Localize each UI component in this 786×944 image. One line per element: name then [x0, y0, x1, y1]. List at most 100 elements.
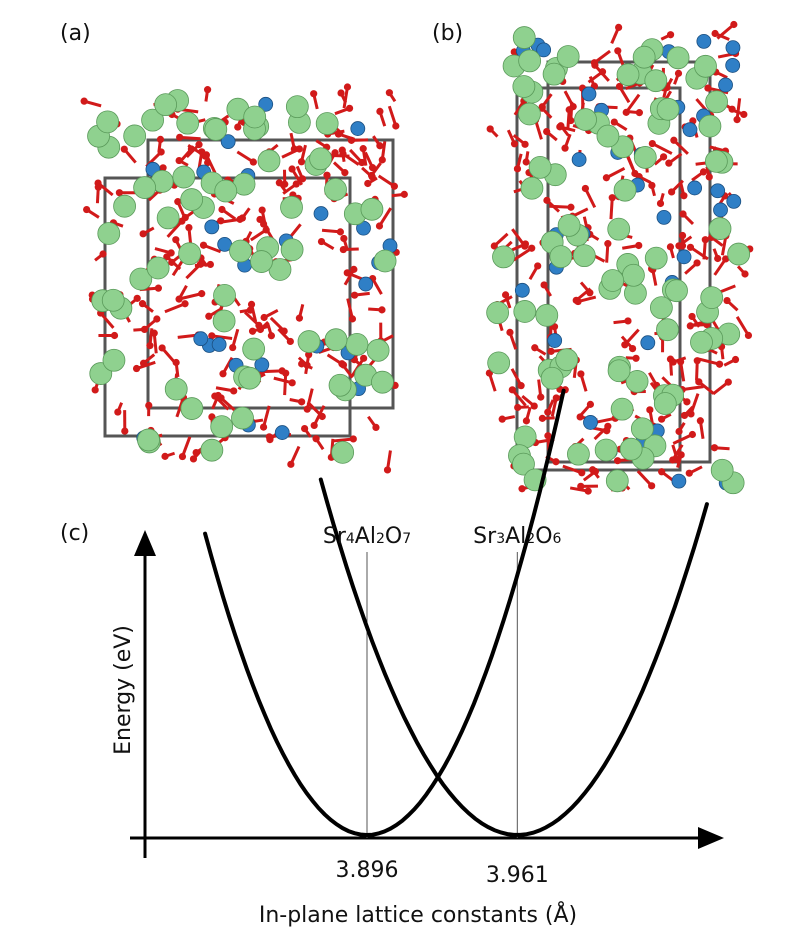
crystal-a-strontium-atom: [231, 406, 254, 430]
crystal-a-oxygen-atom: [175, 295, 183, 303]
crystal-b-oxygen-atom: [696, 417, 704, 425]
crystal-a-bond: [164, 302, 186, 314]
crystal-b-oxygen-atom: [522, 158, 530, 166]
crystal-b-oxygen-atom: [669, 456, 677, 464]
crystal-b-bond: [512, 246, 533, 262]
crystal-b-oxygen-atom: [613, 457, 622, 465]
crystal-b-aluminum-atom: [671, 473, 687, 489]
crystal-a-bond: [283, 373, 288, 396]
crystal-b-oxygen-atom: [635, 241, 643, 250]
crystal-b-strontium-atom: [610, 397, 634, 421]
crystal-a-oxygen-atom: [290, 145, 298, 153]
crystal-a-strontium-atom: [154, 93, 178, 117]
crystal-a-oxygen-atom: [218, 205, 226, 214]
crystal-b-oxygen-atom: [740, 110, 748, 119]
crystal-a-oxygen-atom: [201, 152, 209, 160]
crystal-b-oxygen-atom: [670, 136, 678, 144]
crystal-a-strontium-atom: [315, 112, 339, 135]
crystal-b-strontium-atom: [594, 438, 618, 462]
crystal-b-oxygen-atom: [624, 317, 632, 325]
crystal-a-oxygen-atom: [372, 423, 380, 432]
crystal-b-strontium-atom: [520, 176, 544, 200]
energy-chart: Sr4Al2O7 Sr3Al2O6 3.896 3.961 In-plane l…: [111, 388, 724, 928]
crystal-a-oxygen-atom: [172, 236, 180, 244]
crystal-a-oxygen-atom: [364, 179, 372, 188]
crystal-a-oxygen-atom: [337, 89, 345, 97]
crystal-a-oxygen-atom: [206, 260, 214, 269]
crystal-a-oxygen-atom: [199, 241, 208, 249]
crystal-a-oxygen-atom: [297, 158, 306, 166]
crystal-b-strontium-atom: [619, 437, 643, 461]
crystal-b-oxygen-atom: [686, 322, 694, 330]
crystal-a-strontium-atom: [250, 250, 273, 273]
crystal-b-oxygen-atom: [683, 398, 691, 406]
crystal-b-bond: [651, 142, 673, 155]
crystal-a-oxygen-atom: [323, 171, 331, 179]
crystal-b-strontium-atom: [613, 178, 637, 202]
crystal-b-oxygen-atom: [610, 118, 618, 126]
crystal-a-oxygen-atom: [230, 387, 238, 395]
crystal-b-strontium-atom: [607, 217, 631, 241]
crystal-a-oxygen-atom: [211, 392, 219, 400]
crystal-a-oxygen-atom: [159, 164, 167, 172]
crystal-b-strontium-atom: [487, 351, 511, 375]
crystal-b-aluminum-atom: [676, 249, 692, 265]
crystal-a-oxygen-atom: [310, 90, 318, 98]
crystal-a-oxygen-atom: [158, 344, 166, 352]
crystal-b-strontium-atom: [698, 114, 722, 138]
crystal-b-oxygen-atom: [666, 243, 675, 251]
crystal-a-oxygen-atom: [368, 173, 376, 181]
crystal-a-oxygen-atom: [176, 133, 184, 141]
panel-c-label: (c): [60, 521, 89, 546]
crystal-a-strontium-atom: [180, 397, 204, 420]
crystal-b-atoms: [485, 20, 754, 495]
crystal-a-oxygen-atom: [292, 180, 300, 188]
x-axis-label: In-plane lattice constants (Å): [259, 901, 577, 928]
crystal-a-strontium-atom: [345, 332, 369, 356]
crystal-b-strontium-atom: [665, 279, 688, 303]
crystal-a-strontium-atom: [371, 370, 394, 394]
crystal-b-oxygen-atom: [615, 23, 623, 32]
crystal-a-oxygen-atom: [383, 466, 392, 474]
crystal-a-oxygen-atom: [295, 145, 303, 153]
crystal-b-oxygen-atom: [693, 259, 701, 267]
crystal-a-strontium-atom: [200, 438, 224, 462]
crystal-b-oxygen-atom: [704, 84, 712, 92]
crystal-b-strontium-atom: [632, 45, 656, 69]
crystal-a-oxygen-atom: [305, 351, 313, 359]
crystal-a-oxygen-atom: [301, 424, 309, 433]
crystal-a-oxygen-atom: [392, 122, 400, 130]
crystal-a-strontium-atom: [137, 428, 160, 452]
crystal-a-oxygen-atom: [94, 183, 102, 191]
crystal-b-bond: [735, 316, 750, 337]
crystal-b-oxygen-atom: [715, 360, 724, 368]
crystal-b-strontium-atom: [708, 217, 732, 240]
crystal-a-bond: [312, 405, 326, 427]
crystal-b-oxygen-atom: [658, 468, 666, 476]
crystal-a-oxygen-atom: [133, 294, 141, 302]
crystal-b-oxygen-atom: [591, 61, 599, 69]
crystal-b-strontium-atom: [572, 244, 596, 268]
crystal-b-strontium-atom: [710, 458, 734, 482]
crystal-b-oxygen-atom: [510, 140, 519, 148]
crystal-b-oxygen-atom: [724, 378, 732, 386]
crystal-b-strontium-atom: [656, 318, 679, 342]
crystal-a-oxygen-atom: [359, 145, 367, 153]
crystal-b-oxygen-atom: [574, 297, 582, 306]
crystal-a-oxygen-atom: [375, 222, 384, 230]
crystal-a-strontium-atom: [102, 348, 126, 372]
crystal-a-oxygen-atom: [203, 86, 212, 94]
crystal-b-aluminum-atom: [710, 183, 726, 199]
crystal-b-strontium-atom: [644, 246, 668, 270]
crystal-b-strontium-atom: [596, 124, 620, 148]
crystal-b-oxygen-atom: [722, 255, 730, 263]
crystal-b-oxygen-atom: [584, 487, 592, 495]
crystal-a-strontium-atom: [229, 239, 252, 263]
crystal-b-strontium-atom: [549, 245, 573, 269]
crystal-b-oxygen-atom: [567, 116, 575, 125]
crystal-a-oxygen-atom: [189, 455, 198, 463]
crystal-b-oxygen-atom: [646, 406, 654, 414]
crystal-a-oxygen-atom: [400, 190, 408, 198]
crystal-a-strontium-atom: [324, 328, 348, 352]
crystal-b-aluminum-atom: [536, 42, 552, 58]
